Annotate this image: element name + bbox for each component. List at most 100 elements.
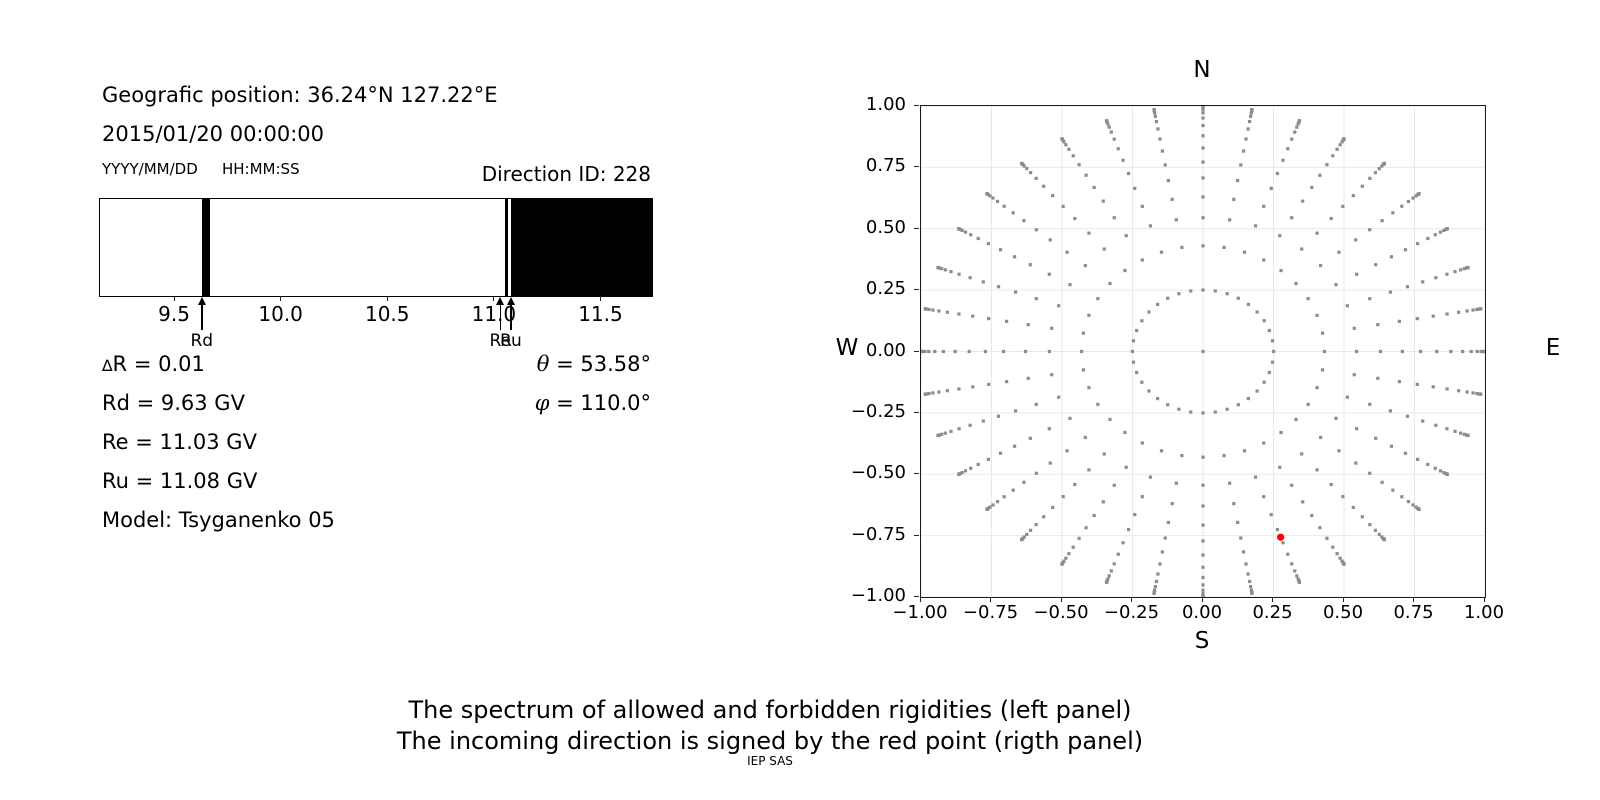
theta-symbol: θ [536, 352, 550, 376]
direction-dot [1279, 430, 1283, 435]
direction-id-label: Direction ID: 228 [481, 162, 651, 186]
direction-dot [1201, 216, 1205, 220]
compass-west-label: W [835, 335, 859, 361]
direction-dot [1306, 297, 1310, 301]
direction-dot [949, 270, 953, 274]
direction-dot [1034, 402, 1038, 406]
y-axis-tick-mark [914, 105, 919, 106]
x-axis-tick-label: 0.75 [1393, 602, 1434, 623]
direction-dot [1011, 211, 1015, 215]
direction-dot [1279, 268, 1283, 273]
direction-dot [1453, 270, 1457, 274]
direction-dot [1453, 429, 1457, 433]
direction-dot [981, 419, 985, 423]
direction-dot [1140, 495, 1144, 499]
direction-dot [1073, 216, 1077, 221]
y-axis-tick-mark [914, 166, 919, 168]
direction-dot [1374, 436, 1378, 440]
direction-dot [943, 268, 947, 272]
y-axis-tick-label: 0.00 [865, 339, 906, 361]
direction-dot [1426, 462, 1430, 467]
direction-dot [1290, 216, 1294, 220]
direction-dot [1278, 234, 1282, 238]
direction-dot [1153, 114, 1157, 119]
direction-dot [1156, 302, 1160, 307]
direction-dot [1140, 258, 1144, 262]
direction-dot [1242, 250, 1247, 254]
delta-symbol: ∆ [102, 356, 113, 375]
direction-dot [1247, 119, 1252, 124]
direction-dot [1156, 572, 1160, 576]
direction-dot [1236, 520, 1240, 525]
direction-dot [1433, 233, 1437, 237]
direction-dot [1417, 507, 1421, 511]
direction-dot [941, 349, 946, 354]
direction-dot [1140, 319, 1144, 323]
direction-dot [1166, 296, 1170, 300]
direction-dot [1034, 228, 1038, 232]
direction-dot [1104, 119, 1109, 123]
direction-dot [1071, 545, 1075, 549]
direction-dot [1124, 465, 1128, 469]
direction-dot [1025, 167, 1029, 171]
direction-dot [1255, 310, 1259, 314]
direction-dot [1081, 331, 1086, 335]
direction-dot [1047, 272, 1051, 276]
direction-dot [1345, 304, 1349, 308]
direction-dot [1368, 471, 1372, 475]
direction-dot [1253, 475, 1258, 479]
direction-dot [1435, 349, 1439, 354]
direction-dot [1335, 147, 1339, 151]
direction-dot [949, 429, 953, 433]
y-axis-tick-label: −0.50 [850, 462, 906, 484]
direction-dot [968, 423, 972, 427]
direction-dot [1445, 387, 1449, 391]
y-axis-tick-mark [914, 227, 919, 229]
direction-dot [1431, 385, 1435, 389]
direction-dot [1315, 386, 1319, 390]
direction-dot [1397, 380, 1401, 384]
direction-dot [1340, 559, 1344, 563]
direction-dot [1262, 380, 1266, 384]
direction-dot [1267, 328, 1271, 333]
direction-dot [1378, 349, 1383, 354]
direction-dot [1025, 532, 1029, 536]
direction-dot [1297, 119, 1302, 123]
direction-dot [1457, 310, 1461, 314]
direction-dot [976, 462, 980, 467]
direction-dot [937, 390, 941, 394]
direction-dot [1342, 137, 1346, 141]
delta-r-rest: R = 0.01 [112, 352, 205, 376]
direction-dot [1135, 328, 1139, 333]
ru-arrow-icon [505, 297, 517, 330]
direction-dot [1286, 147, 1290, 151]
direction-dot [1107, 125, 1111, 129]
direction-dot [1121, 158, 1125, 162]
direction-dot [1400, 349, 1405, 354]
direction-dot [940, 432, 944, 436]
direction-dot [1101, 199, 1105, 203]
phi-symbol: φ [534, 391, 550, 415]
direction-dot [1438, 469, 1443, 473]
direction-dot [1310, 513, 1314, 518]
direction-dot [1201, 116, 1205, 120]
direction-dot [1123, 268, 1127, 273]
direction-dot [981, 280, 985, 284]
direction-dot [1236, 403, 1240, 407]
direction-dot [1405, 285, 1410, 289]
y-axis-tick-mark [914, 596, 919, 597]
direction-dot [1397, 319, 1401, 323]
direction-dot [1130, 349, 1134, 354]
direction-dot [1201, 504, 1205, 508]
direction-dot [931, 308, 935, 312]
direction-dot [1047, 427, 1051, 431]
direction-dot [1160, 149, 1165, 153]
spectrum-tick-label: 10.0 [258, 302, 303, 326]
y-axis-tick-label: 0.50 [865, 216, 906, 238]
direction-dot [957, 472, 961, 476]
direction-dot [1108, 417, 1112, 422]
compass-east-label: E [1545, 335, 1561, 361]
direction-dot [1042, 515, 1046, 519]
direction-dot [1382, 161, 1386, 166]
x-axis-tick-label: 0.00 [1181, 602, 1223, 623]
